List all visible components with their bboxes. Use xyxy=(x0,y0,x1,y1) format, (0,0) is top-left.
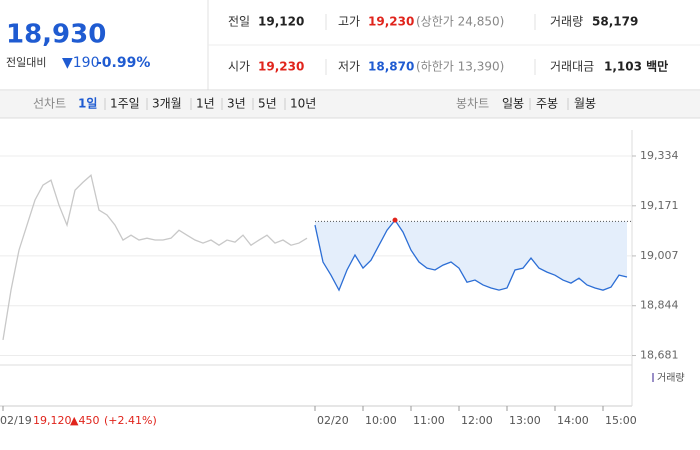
stat-label: 전일 xyxy=(228,15,250,29)
tab[interactable]: 3개월 xyxy=(152,97,182,111)
stat-value: 19,230 xyxy=(368,15,414,29)
stat-label: 시가 xyxy=(228,60,250,74)
tab[interactable]: 일봉 xyxy=(502,97,524,111)
legend-swatch xyxy=(652,373,654,382)
stat-label: 고가 xyxy=(338,15,360,29)
tab[interactable]: 1주일 xyxy=(110,97,140,111)
x-tick-label: 13:00 xyxy=(509,414,541,427)
x-tick-label: 15:00 xyxy=(605,414,637,427)
stat-value: 58,179 xyxy=(592,15,638,29)
stat-label: 거래대금 xyxy=(550,60,594,74)
prev-change: ▲450 xyxy=(70,414,99,427)
stat-label: 저가 xyxy=(338,60,360,74)
stat-value: 18,870 xyxy=(368,60,414,74)
tab-bar xyxy=(0,91,700,118)
prev-change-pct: (+2.41%) xyxy=(104,414,157,427)
x-tick-label: 02/20 xyxy=(317,414,349,427)
tab[interactable]: 1년 xyxy=(196,97,215,111)
tab-group-label: 봉차트 xyxy=(456,97,489,111)
y-tick-label: 19,334 xyxy=(640,149,679,162)
stat-note: (하한가 13,390) xyxy=(416,60,504,74)
change-label: 전일대비 xyxy=(6,55,46,69)
current-price: 18,930 xyxy=(6,20,106,50)
stat-value: 1,103 백만 xyxy=(604,59,668,74)
x-tick-label: 10:00 xyxy=(365,414,397,427)
stat-value: 19,120 xyxy=(258,15,304,29)
tab-group-label: 선차트 xyxy=(33,97,66,111)
tab[interactable]: 5년 xyxy=(258,97,277,111)
y-tick-label: 18,681 xyxy=(640,349,679,362)
stat-note: (상한가 24,850) xyxy=(416,15,504,29)
y-tick-label: 18,844 xyxy=(640,299,679,312)
prev-close: 19,120 xyxy=(33,414,72,427)
tab[interactable]: 3년 xyxy=(227,97,246,111)
change-pct: -0.99% xyxy=(96,55,150,71)
y-tick-label: 19,007 xyxy=(640,249,679,262)
line xyxy=(314,219,628,292)
high-marker xyxy=(392,217,398,223)
legend-label: 거래량 xyxy=(657,372,685,384)
tab[interactable]: 월봉 xyxy=(574,97,596,111)
y-tick-label: 19,171 xyxy=(640,199,679,212)
x-tick-label: 02/19 xyxy=(0,414,32,427)
change: ▼190 xyxy=(62,55,100,71)
tab[interactable]: 1일 xyxy=(78,97,97,111)
tab[interactable]: 10년 xyxy=(290,97,316,111)
stat-value: 19,230 xyxy=(258,60,304,74)
line xyxy=(2,174,308,341)
stat-label: 거래량 xyxy=(550,15,583,29)
tab[interactable]: 주봉 xyxy=(536,97,558,111)
x-tick-label: 11:00 xyxy=(413,414,445,427)
x-tick-label: 12:00 xyxy=(461,414,493,427)
x-tick-label: 14:00 xyxy=(557,414,589,427)
